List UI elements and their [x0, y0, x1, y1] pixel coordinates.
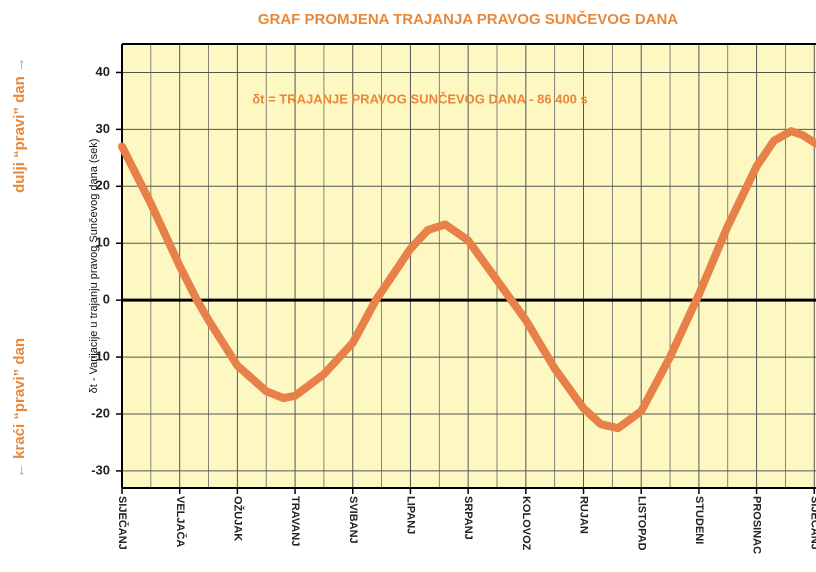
x-tick-label: KOLOVOZ	[520, 496, 532, 551]
side-label-top: dulji “pravi” dan →	[11, 57, 28, 193]
x-tick-label: TRAVANJ	[289, 496, 301, 546]
y-tick-label: -20	[91, 405, 110, 420]
chart-title: GRAF PROMJENA TRAJANJA PRAVOG SUNČEVOG D…	[258, 10, 678, 28]
x-tick-label: SIJEČANJ	[808, 496, 816, 550]
y-tick-label: 40	[96, 64, 110, 79]
x-tick-label: STUDENI	[693, 496, 705, 544]
y-tick-label: 0	[103, 292, 110, 307]
y-tick-label: -30	[91, 462, 110, 477]
line-series	[118, 127, 816, 433]
y-tick-label: 10	[96, 235, 110, 250]
y-tick-label: -10	[91, 349, 110, 364]
y-tick-label: 30	[96, 121, 110, 136]
x-tick-label: SIJEČANJ	[116, 496, 129, 550]
x-tick-label: LISTOPAD	[635, 496, 647, 551]
x-tick-label: PROSINAC	[751, 496, 763, 554]
x-tick-label: VELJAČA	[174, 496, 187, 547]
x-tick-label: SVIBANJ	[347, 496, 359, 544]
y-axis-label: δt - Varijacije u trajanju pravog Sunčev…	[88, 139, 100, 394]
x-tick-label: LIPANJ	[405, 496, 417, 534]
y-tick-label: 20	[96, 178, 110, 193]
annotation: δt = TRAJANJE PRAVOG SUNČEVOG DANA - 86 …	[252, 91, 588, 106]
x-tick-label: RUJAN	[578, 496, 590, 534]
x-tick-label: SRPANJ	[462, 496, 474, 540]
x-tick-label: OŽUJAK	[231, 496, 244, 541]
side-label-bottom: ← kraći “pravi” dan	[11, 338, 28, 478]
